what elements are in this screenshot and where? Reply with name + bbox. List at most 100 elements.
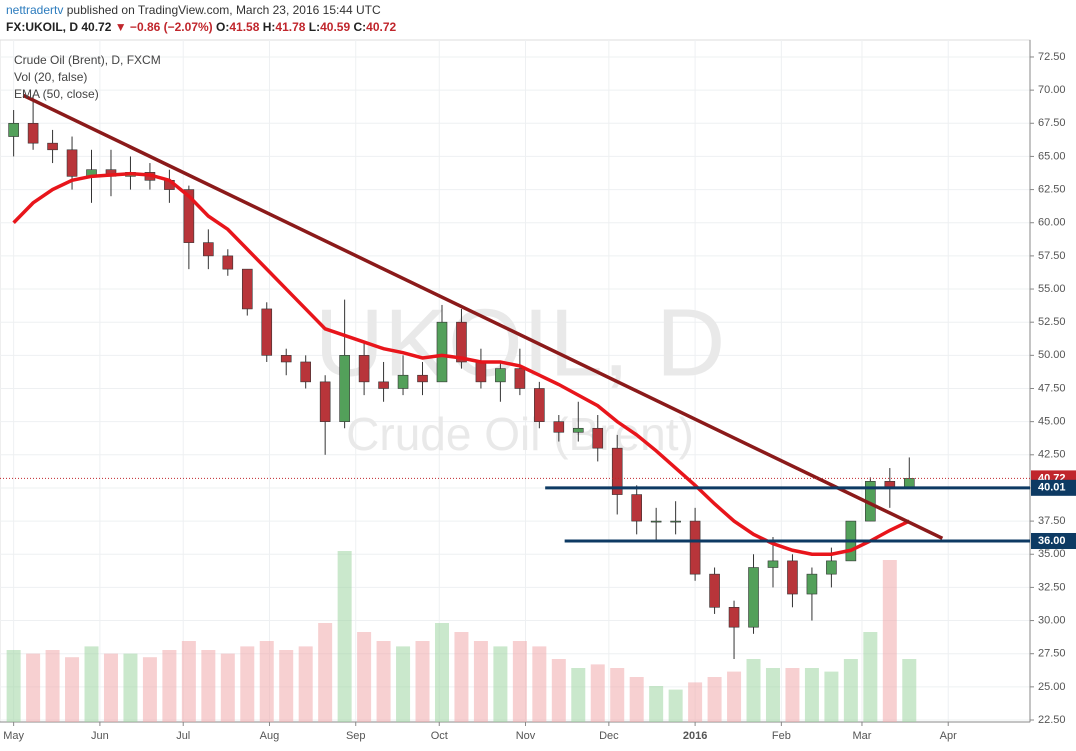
volume-bar	[493, 646, 508, 722]
volume-bar	[376, 641, 391, 722]
y-tick-label: 52.50	[1038, 316, 1066, 328]
ohlc-label: C:	[353, 20, 367, 34]
volume-bar	[181, 641, 196, 722]
symbol-line: FX:UKOIL, D 40.72 ▼ −0.86 (−2.07%) O:41.…	[6, 20, 396, 34]
candle-body	[319, 381, 331, 422]
volume-bar	[396, 646, 411, 722]
volume-bar	[551, 659, 566, 722]
candle-body	[806, 573, 818, 595]
y-tick-label: 47.50	[1038, 382, 1066, 394]
y-tick-label: 22.50	[1038, 714, 1066, 726]
x-tick-label: Dec	[599, 730, 619, 742]
x-tick-label: Mar	[852, 730, 871, 742]
publisher[interactable]: nettradertv	[6, 3, 64, 17]
volume-bar	[357, 632, 372, 722]
x-tick-label: Nov	[516, 730, 536, 742]
volume-bar	[727, 671, 742, 722]
x-tick-label: Aug	[260, 730, 280, 742]
y-tick-label: 32.50	[1038, 581, 1066, 593]
volume-bar	[162, 650, 177, 722]
candle-body	[475, 361, 487, 383]
volume-bar	[220, 653, 235, 722]
x-tick-label: 2016	[683, 730, 707, 742]
y-tick-label: 72.50	[1038, 51, 1066, 63]
y-tick-label: 62.50	[1038, 183, 1066, 195]
volume-bar	[707, 677, 722, 722]
ohlc: O:41.58 H:41.78 L:40.59 C:40.72	[216, 20, 396, 34]
x-tick-label: Sep	[346, 730, 366, 742]
candle-body	[767, 560, 779, 568]
candle-body	[728, 606, 740, 628]
x-tick-label: May	[3, 730, 24, 742]
candle-body	[670, 520, 681, 523]
y-tick-label: 60.00	[1038, 217, 1066, 229]
volume-bar	[863, 632, 878, 722]
candle-body	[592, 427, 604, 449]
y-tick-label: 27.50	[1038, 648, 1066, 660]
volume-bar	[434, 623, 449, 722]
y-tick-label: 30.00	[1038, 614, 1066, 626]
volume-bar	[804, 668, 819, 722]
y-tick-label: 57.50	[1038, 250, 1066, 262]
last: 40.72	[81, 20, 112, 34]
volume-bar	[590, 664, 605, 722]
candle-body	[222, 255, 234, 270]
volume-bar	[279, 650, 294, 722]
candle-body	[631, 494, 642, 522]
volume-bar	[298, 646, 313, 722]
volume-bar	[318, 623, 333, 722]
legend-entry: Vol (20, false)	[14, 70, 87, 84]
candle-body	[650, 520, 662, 523]
y-tick-label: 45.00	[1038, 416, 1066, 428]
candle-body	[611, 447, 623, 495]
candle-body	[689, 520, 701, 575]
volume-bar	[610, 668, 625, 722]
volume-bar	[201, 650, 216, 722]
level-label: 40.01	[1038, 482, 1066, 494]
volume-bar	[65, 657, 80, 722]
candle-body	[436, 321, 448, 383]
header: nettradertv published on TradingView.com…	[0, 0, 1076, 40]
y-tick-label: 67.50	[1038, 117, 1066, 129]
ohlc-value: 41.78	[275, 20, 306, 34]
candle-body	[339, 355, 350, 422]
candle-body	[378, 381, 389, 389]
ohlc-value: 41.58	[229, 20, 260, 34]
candle-body	[8, 122, 19, 137]
trendline	[22, 93, 944, 540]
candle-body	[397, 374, 409, 389]
volume-bar	[571, 668, 586, 722]
candle-body	[456, 321, 467, 363]
candle-body	[261, 308, 273, 356]
candle-body	[203, 242, 214, 257]
legend-entry: EMA (50, close)	[14, 87, 99, 101]
candle-body	[826, 560, 837, 575]
candle-body	[553, 421, 565, 433]
legend-entry: Crude Oil (Brent), D, FXCM	[14, 53, 161, 67]
volume-bar	[6, 650, 21, 722]
candle-body	[495, 368, 506, 383]
y-tick-label: 65.00	[1038, 150, 1066, 162]
volume-bar	[902, 659, 917, 722]
ohlc-value: 40.72	[366, 20, 397, 34]
volume-bar	[668, 689, 683, 722]
volume-bar	[415, 641, 430, 722]
candle-body	[358, 355, 370, 383]
volume-bar	[882, 560, 897, 722]
volume-bar	[142, 657, 157, 722]
x-tick-label: Jun	[91, 730, 109, 742]
candle-body	[241, 268, 253, 310]
volume-bar	[45, 650, 60, 722]
published: published on TradingView.com, March 23, …	[66, 3, 381, 17]
ema-line	[12, 171, 911, 557]
volume-bar	[84, 646, 99, 722]
volume-bar	[259, 641, 274, 722]
x-tick-label: Feb	[772, 730, 791, 742]
level-tag	[1031, 479, 1076, 496]
x-tick-label: Oct	[431, 730, 448, 742]
volume-bar	[532, 646, 547, 722]
candle-body	[27, 122, 39, 144]
